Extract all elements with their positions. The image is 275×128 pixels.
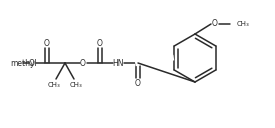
Text: HN: HN (112, 58, 124, 67)
Text: O: O (97, 39, 103, 47)
Text: O: O (212, 19, 218, 29)
Text: O: O (44, 39, 50, 47)
Text: CH₃: CH₃ (237, 21, 250, 27)
Text: O: O (80, 58, 86, 67)
Text: O: O (29, 58, 35, 67)
Text: methyl: methyl (10, 58, 37, 67)
Text: CH₃: CH₃ (70, 82, 82, 88)
Text: CH₃: CH₃ (48, 82, 60, 88)
Text: O: O (135, 78, 141, 88)
